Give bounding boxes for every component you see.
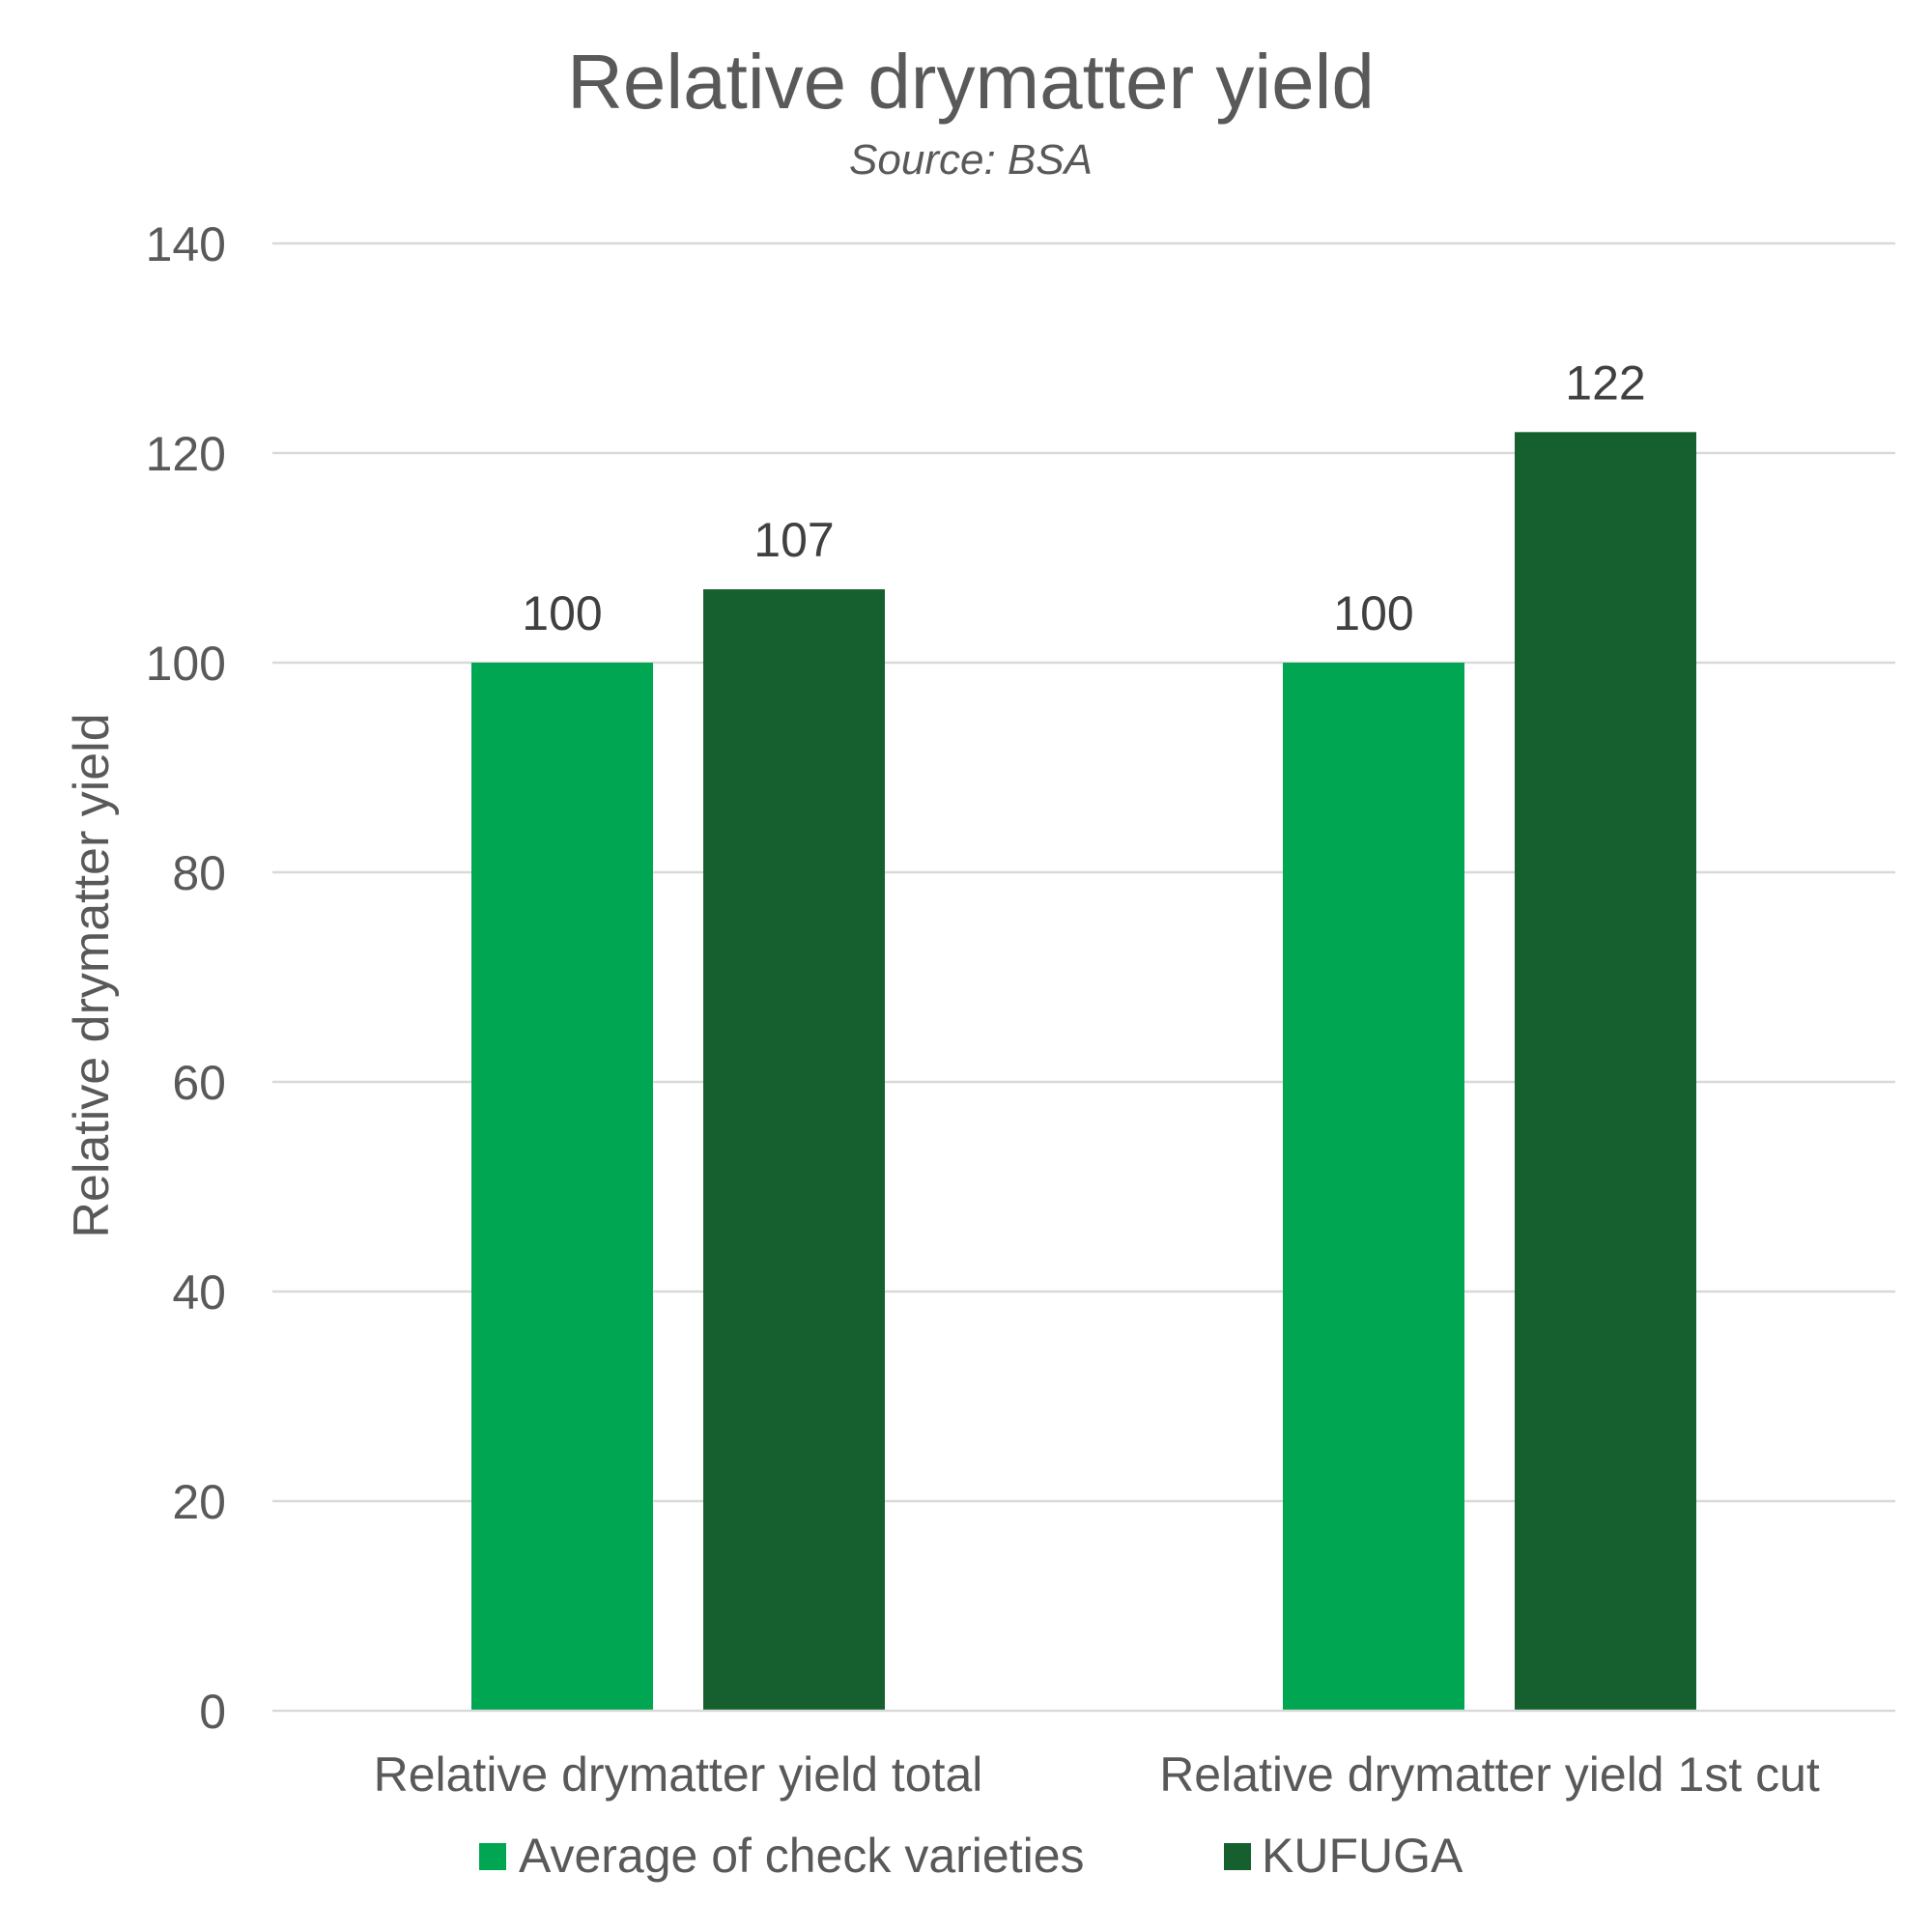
chart-title: Relative drymatter yield: [567, 39, 1375, 125]
data-labels: 100 107 100 122: [522, 355, 1645, 640]
legend-label: Average of check varieties: [519, 1829, 1085, 1883]
bar: [1283, 663, 1464, 1711]
y-tick-label: 60: [172, 1056, 226, 1110]
y-axis-ticks: 0 20 40 60 80 100 120 140: [146, 217, 226, 1739]
legend-swatch: [479, 1843, 506, 1870]
x-axis-categories: Relative drymatter yield total Relative d…: [374, 1747, 1820, 1802]
data-label: 122: [1565, 355, 1645, 410]
data-label: 107: [753, 513, 834, 567]
y-axis-title: Relative drymatter yield: [64, 713, 120, 1237]
y-tick-label: 140: [146, 217, 226, 271]
y-tick-label: 120: [146, 427, 226, 481]
x-category-label: Relative drymatter yield 1st cut: [1159, 1747, 1820, 1802]
bars: [471, 432, 1696, 1711]
bar: [703, 589, 885, 1711]
legend-label: KUFUGA: [1262, 1829, 1463, 1883]
data-label: 100: [522, 586, 602, 640]
legend: Average of check varieties KUFUGA: [479, 1829, 1463, 1883]
chart-subtitle: Source: BSA: [849, 136, 1093, 184]
y-tick-label: 100: [146, 637, 226, 691]
bar: [471, 663, 653, 1711]
x-category-label: Relative drymatter yield total: [374, 1747, 983, 1802]
y-tick-label: 40: [172, 1265, 226, 1320]
y-tick-label: 0: [199, 1685, 226, 1739]
y-tick-label: 80: [172, 846, 226, 900]
bar: [1515, 432, 1696, 1711]
y-tick-label: 20: [172, 1475, 226, 1529]
legend-swatch: [1224, 1843, 1251, 1870]
data-label: 100: [1333, 586, 1413, 640]
